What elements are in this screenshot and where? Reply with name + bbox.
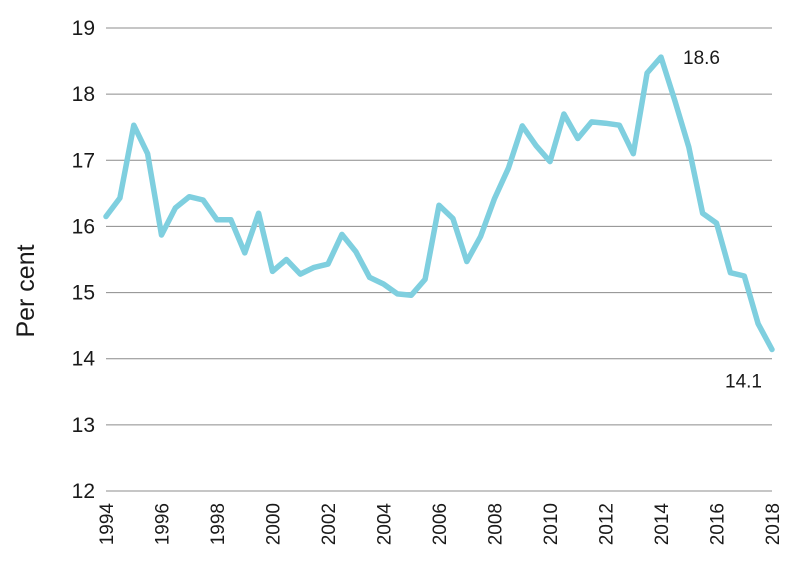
x-tick-label: 2018 bbox=[763, 503, 784, 545]
x-tick-label: 2002 bbox=[319, 503, 340, 545]
gridlines bbox=[106, 27, 772, 492]
y-axis-label: Per cent bbox=[12, 244, 40, 337]
y-tick-label: 14 bbox=[72, 348, 96, 371]
annotations: 18.6 14.1 bbox=[683, 48, 762, 392]
y-axis-ticks: 12 13 14 15 16 17 18 19 bbox=[72, 17, 96, 503]
data-label: 18.6 bbox=[683, 48, 720, 69]
series-line bbox=[103, 54, 775, 353]
x-tick-label: 2008 bbox=[486, 503, 507, 545]
x-tick-label: 2004 bbox=[375, 503, 396, 546]
x-tick-label: 1996 bbox=[153, 503, 174, 545]
x-tick-label: 1998 bbox=[208, 503, 229, 545]
x-tick-label: 2012 bbox=[597, 503, 618, 545]
x-tick-label: 2006 bbox=[430, 503, 451, 545]
data-label: 14.1 bbox=[725, 371, 762, 392]
y-tick-label: 16 bbox=[72, 215, 95, 238]
x-tick-label: 2016 bbox=[708, 503, 729, 545]
y-tick-label: 15 bbox=[72, 282, 95, 305]
y-tick-label: 12 bbox=[72, 480, 95, 503]
x-tick-label: 1994 bbox=[97, 503, 118, 546]
x-tick-label: 2010 bbox=[541, 503, 562, 545]
x-tick-label: 2000 bbox=[264, 503, 285, 545]
y-tick-label: 18 bbox=[72, 83, 95, 106]
y-tick-label: 17 bbox=[72, 149, 95, 172]
y-tick-label: 19 bbox=[72, 17, 95, 40]
x-axis-ticks: 1994 1996 1998 2000 2002 2004 2006 2008 2010 2012… bbox=[97, 503, 784, 546]
y-tick-label: 13 bbox=[72, 414, 95, 437]
x-tick-label: 2014 bbox=[652, 503, 673, 546]
